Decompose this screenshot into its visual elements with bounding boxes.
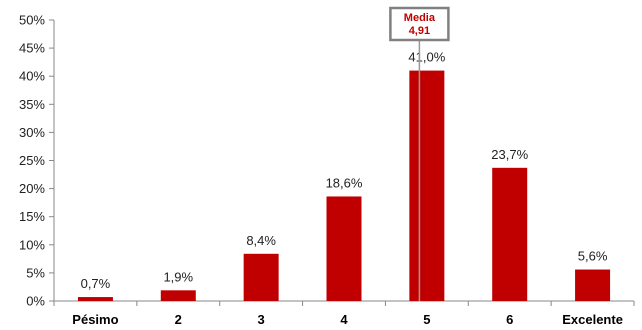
data-label: 8,4% <box>246 233 276 248</box>
bar <box>326 196 362 301</box>
y-tick-label: 40% <box>19 69 45 84</box>
y-tick-label: 20% <box>19 181 45 196</box>
y-tick-label: 10% <box>19 237 45 252</box>
y-tick-label: 35% <box>19 97 45 112</box>
median-title: Media <box>404 12 436 24</box>
data-label: 41,0% <box>408 50 445 65</box>
bar <box>409 70 445 301</box>
data-label: 23,7% <box>491 147 528 162</box>
x-tick-label: Pésimo <box>72 312 118 327</box>
x-tick-label: 3 <box>258 312 265 327</box>
data-label: 0,7% <box>81 276 111 291</box>
bars: 0,7% 1,9% 8,4% 18,6% 41,0% 23,7% 5,6% <box>77 50 611 301</box>
data-label: 18,6% <box>326 175 363 190</box>
bar <box>77 297 113 301</box>
bar <box>575 269 611 301</box>
median-box <box>389 6 450 42</box>
x-tick-label: Excelente <box>562 312 623 327</box>
bar <box>243 253 279 301</box>
y-tick-label: 30% <box>19 125 45 140</box>
data-label: 1,9% <box>163 269 193 284</box>
y-axis: 0% 5% 10% 15% 20% 25% 30% 35% 40% 45% 50% <box>19 13 55 309</box>
y-tick-label: 50% <box>19 13 45 28</box>
x-tick-label: 4 <box>340 312 348 327</box>
bar <box>492 167 528 301</box>
x-axis: Pésimo 2 3 4 5 6 Excelente <box>53 300 635 327</box>
data-label: 5,6% <box>578 249 608 264</box>
x-tick-label: 6 <box>506 312 513 327</box>
median-value: 4,91 <box>409 25 430 37</box>
median-marker: Media 4,91 <box>389 6 450 301</box>
y-tick-label: 25% <box>19 153 45 168</box>
x-tick-label: 2 <box>175 312 182 327</box>
bar <box>160 290 196 301</box>
y-tick-label: 45% <box>19 41 45 56</box>
y-tick-label: 15% <box>19 209 45 224</box>
x-tick-label: 5 <box>423 312 430 327</box>
y-tick-label: 0% <box>26 294 45 309</box>
y-tick-label: 5% <box>26 265 45 280</box>
